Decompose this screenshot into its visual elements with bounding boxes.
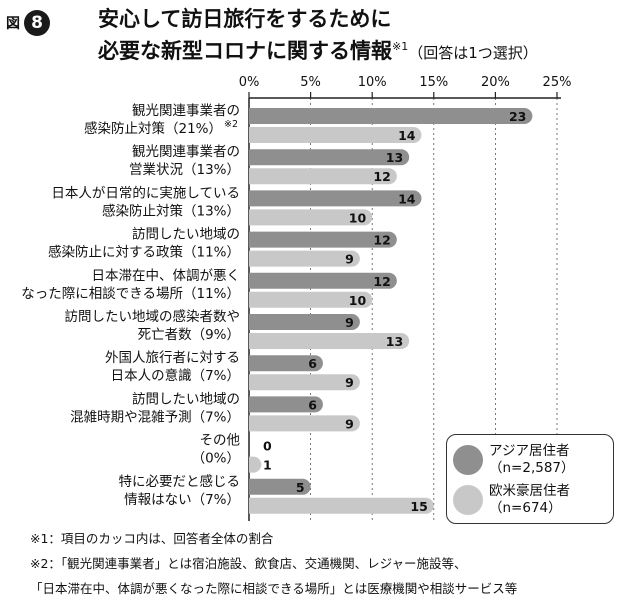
category-label-line2: 感染防止対策（21%） xyxy=(84,120,222,137)
category-label-line2: 日本人の意識（7%） xyxy=(111,367,240,384)
x-tick-label: 5% xyxy=(300,75,321,90)
data-label: 15 xyxy=(410,499,427,514)
category-label-line1: 特に必要だと感じる xyxy=(119,473,241,490)
figure-label: 図 xyxy=(6,16,20,32)
data-label: 12 xyxy=(373,233,390,248)
data-label: 9 xyxy=(345,315,354,330)
bar-western xyxy=(249,250,360,267)
data-label: 13 xyxy=(386,334,403,349)
category-label-line2: なった際に相談できる場所（11%） xyxy=(21,286,240,302)
footnote-1: ※1：項目のカッコ内は、回答者全体の割合 xyxy=(30,531,274,546)
x-tick-label: 15% xyxy=(419,75,448,90)
bar-asia xyxy=(249,231,397,248)
x-tick-label: 25% xyxy=(543,75,572,90)
legend-item-western: 欧米豪居住者 （n=674） xyxy=(453,483,570,517)
bar-western xyxy=(249,291,373,308)
data-label: 13 xyxy=(386,150,403,165)
bar-western xyxy=(249,168,397,185)
data-label: 6 xyxy=(308,356,317,371)
category-label-line1: 日本人が日常的に実施している xyxy=(51,185,240,201)
bar-western xyxy=(249,456,262,473)
chart-title: 安心して訪日旅行をするために 必要な新型コロナに関する情報※1（回答は1つ選択） xyxy=(98,6,538,67)
x-tick-label: 20% xyxy=(481,75,510,90)
bar-western xyxy=(249,127,422,143)
figure-badge: 図 8 xyxy=(6,10,50,36)
bar-asia xyxy=(249,396,323,413)
bar-asia xyxy=(249,149,410,166)
figure-number: 8 xyxy=(24,10,50,36)
data-label: 0 xyxy=(263,439,272,454)
category-label-line2: 感染防止に対する政策（11%） xyxy=(48,244,240,261)
legend-text-western: 欧米豪居住者 （n=674） xyxy=(489,483,570,517)
legend-sample-western: （n=674） xyxy=(489,500,562,516)
bar-asia xyxy=(249,478,311,495)
title-line-1: 安心して訪日旅行をするために xyxy=(98,7,392,31)
category-label-line1: 日本滞在中、体調が悪く xyxy=(92,268,241,284)
legend-text-asia: アジア居住者 （n=2,587） xyxy=(489,443,575,477)
footnote-3: 「日本滞在中、体調が悪くなった際に相談できる場所」とは医療機関や相談サービス等 xyxy=(30,581,518,596)
footnotes: ※1：項目のカッコ内は、回答者全体の割合 ※2：「観光関連事業者」とは宿泊施設、… xyxy=(30,526,517,601)
bar-asia xyxy=(249,314,360,330)
bar-western xyxy=(249,497,434,514)
category-label-line1: 観光関連事業者の xyxy=(132,143,240,160)
title-subtitle: （回答は1つ選択） xyxy=(408,44,538,62)
legend-label-western: 欧米豪居住者 xyxy=(489,483,570,499)
footnote-2: ※2：「観光関連事業者」とは宿泊施設、飲食店、交通機関、レジャー施設等、 xyxy=(30,556,467,571)
category-label-line1: その他 xyxy=(200,433,241,449)
category-label-line1: 外国人旅行者に対する xyxy=(105,350,240,366)
data-label: 14 xyxy=(398,128,416,143)
category-label-line1: 観光関連事業者の xyxy=(132,102,240,119)
x-tick-label: 10% xyxy=(358,75,387,90)
category-label-line2: （0%） xyxy=(192,451,240,467)
data-label: 5 xyxy=(296,480,305,495)
title-note: ※1 xyxy=(392,40,409,53)
bar-western xyxy=(249,415,360,432)
legend-swatch-asia xyxy=(453,445,483,475)
data-label: 10 xyxy=(349,210,367,225)
category-label-line2: 感染防止対策（13%） xyxy=(102,202,240,219)
title-line-2: 必要な新型コロナに関する情報※1（回答は1つ選択） xyxy=(98,33,538,67)
category-note: ※2 xyxy=(224,119,238,130)
data-label: 9 xyxy=(345,375,354,390)
category-label-line1: 訪問したい地域の xyxy=(132,391,240,407)
category-label-line2: 情報はない（7%） xyxy=(124,492,240,508)
legend-swatch-western xyxy=(453,485,483,515)
category-label-line1: 訪問したい地域の xyxy=(132,227,240,243)
legend-item-asia: アジア居住者 （n=2,587） xyxy=(453,443,575,477)
data-label: 12 xyxy=(373,274,390,289)
data-label: 9 xyxy=(345,252,354,267)
bar-western xyxy=(249,333,410,349)
title-line-2-text: 必要な新型コロナに関する情報 xyxy=(98,39,392,63)
bar-asia xyxy=(249,190,422,207)
category-label-line1: 訪問したい地域の感染者数や xyxy=(65,308,241,325)
legend-sample-asia: （n=2,587） xyxy=(489,460,575,476)
bar-asia xyxy=(249,108,533,124)
data-label: 12 xyxy=(373,169,390,184)
bar-asia xyxy=(249,272,397,289)
x-tick-label: 0% xyxy=(239,75,260,90)
data-label: 10 xyxy=(349,293,367,308)
data-label: 6 xyxy=(308,397,317,412)
legend-label-asia: アジア居住者 xyxy=(489,443,570,459)
data-label: 1 xyxy=(263,458,272,473)
bar-asia xyxy=(249,355,323,372)
data-label: 23 xyxy=(509,109,526,124)
category-label-line2: 死亡者数（9%） xyxy=(138,327,240,343)
data-label: 14 xyxy=(398,191,416,206)
data-label: 9 xyxy=(345,416,354,431)
bar-western xyxy=(249,209,373,226)
category-label-line2: 混雑時期や混雑予測（7%） xyxy=(70,409,240,425)
legend: アジア居住者 （n=2,587） 欧米豪居住者 （n=674） xyxy=(446,434,614,524)
category-label-line2: 営業状況（13%） xyxy=(129,162,240,178)
bar-western xyxy=(249,374,360,391)
